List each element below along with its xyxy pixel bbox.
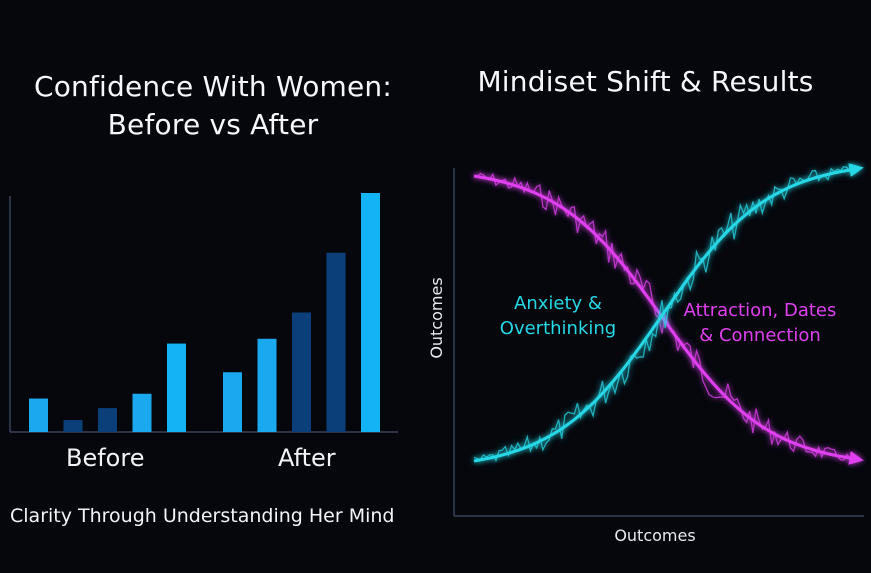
group-label-before: Before (66, 444, 145, 472)
bar-before-2 (63, 420, 83, 432)
bar-chart (9, 193, 398, 433)
line-chart-title: Mindiset Shift & Results (420, 63, 871, 101)
bar-before-4 (132, 393, 152, 432)
series-arrowhead-2 (848, 163, 864, 177)
bar-after-2 (257, 338, 277, 432)
bar-before-1 (29, 398, 48, 432)
group-label-after: After (278, 444, 336, 472)
line-y-axis-label: Outcomes (427, 277, 446, 358)
bars-group (29, 193, 380, 432)
series-arrowhead-1 (848, 451, 864, 465)
series-label-anxiety-line-2: Overthinking (500, 318, 616, 339)
bar-before-5 (167, 343, 186, 432)
line-chart: Outcomes Outcomes Anxiety & Overthinking… (427, 163, 864, 545)
bar-chart-title: Confidence With Women: Before vs After (0, 68, 426, 144)
bar-chart-title-line-1: Confidence With Women: (33, 70, 393, 103)
bar-after-3 (292, 312, 311, 432)
bar-chart-footer: Clarity Through Understanding Her Mind (10, 505, 395, 527)
series-label-attraction-line-2: & Connection (699, 325, 821, 346)
bar-after-1 (223, 372, 242, 432)
bar-after-5 (361, 193, 380, 432)
series-label-attraction-line-1: Attraction, Dates (684, 300, 837, 321)
series-line-2 (473, 168, 851, 463)
bar-after-4 (326, 252, 346, 432)
line-x-axis-label: Outcomes (614, 526, 695, 545)
line-chart-title-text: Mindiset Shift & Results (477, 65, 814, 98)
bar-before-3 (98, 408, 117, 432)
series-noise-1 (473, 172, 851, 461)
bar-chart-title-line-2: Before vs After (107, 108, 319, 141)
series-label-anxiety-line-1: Anxiety & (514, 293, 602, 314)
series-group (473, 163, 864, 465)
left-chart-panel: Confidence With Women: Before vs After B… (0, 0, 420, 573)
right-chart-panel: Mindiset Shift & Results Outcomes Outcom… (420, 0, 871, 573)
